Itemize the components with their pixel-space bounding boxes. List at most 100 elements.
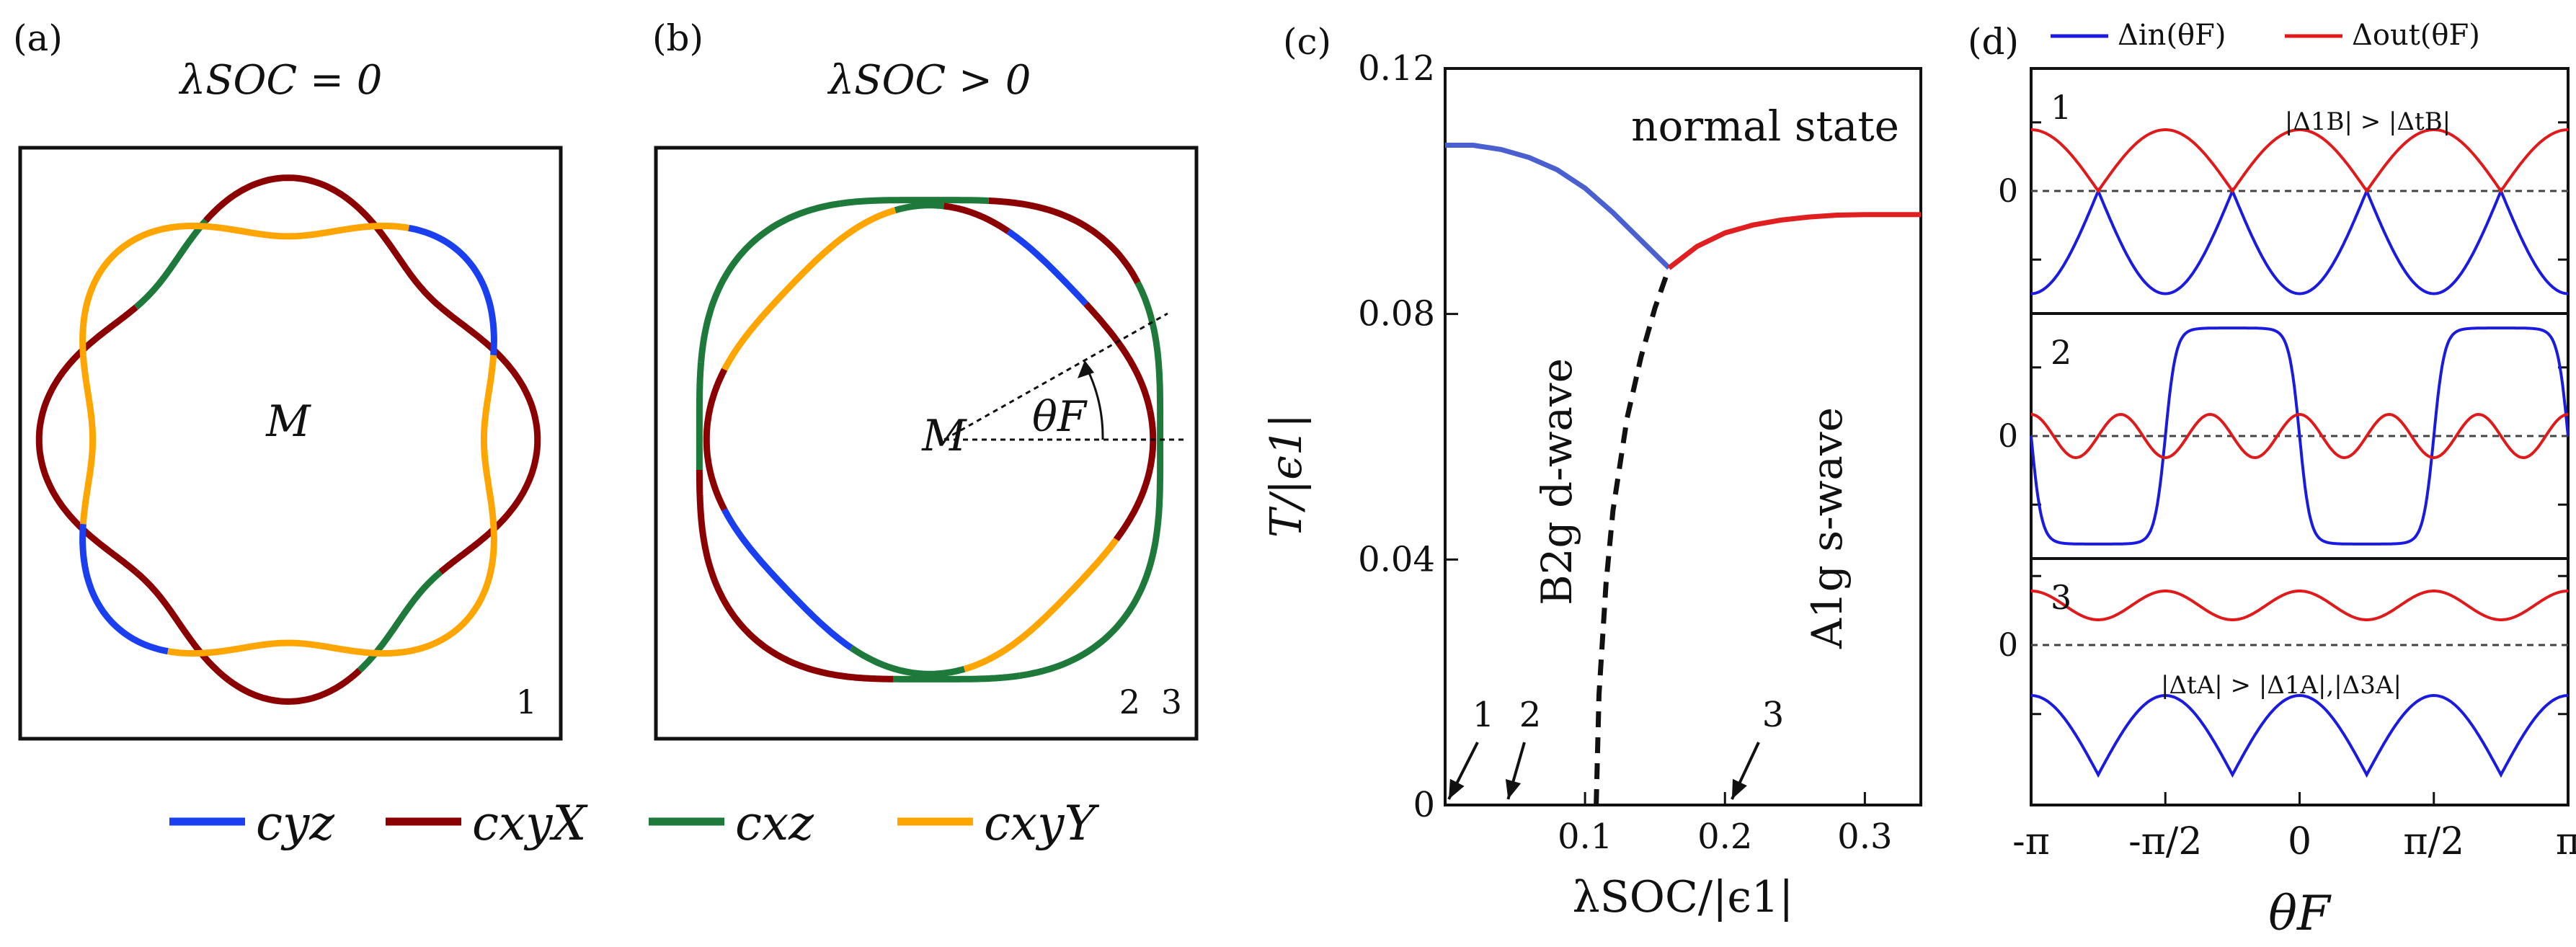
band-y-segment-0 — [480, 355, 497, 440]
legend-label-cyz: cyz — [256, 796, 335, 851]
outer-band-segment-7 — [893, 672, 1021, 683]
subplot-2-zero: 0 — [1998, 418, 2018, 455]
subplot-2-label: 2 — [2051, 333, 2071, 372]
c-marker-label-2: 3 — [1762, 695, 1785, 735]
band-x-segment-6 — [133, 569, 232, 684]
c-xtick-label-2: 0.3 — [1837, 817, 1892, 857]
panel-c-label: (c) — [1283, 21, 1331, 63]
panel-d-label: (d) — [1968, 21, 2019, 63]
panel-d-plots — [2030, 121, 2570, 778]
theta-label: θF — [1032, 392, 1088, 441]
swave-label: A1g s-wave — [1803, 407, 1852, 649]
d-xtick-label-3: π/2 — [2403, 820, 2464, 863]
outer-band-segment-5 — [696, 470, 749, 633]
d-in-2 — [2030, 326, 2570, 546]
subplot-1-label: 1 — [2051, 88, 2071, 127]
panel-a-label: (a) — [13, 17, 63, 59]
band-x-segment-1 — [345, 195, 443, 310]
legend-label-in: Δin(θF) — [2118, 19, 2226, 52]
d-out-2 — [2030, 412, 2569, 460]
c-marker-label-1: 2 — [1519, 695, 1542, 735]
band-x-segment-3 — [133, 218, 208, 310]
c-series-2 — [1594, 267, 1671, 806]
legend-label-cxz: cxz — [735, 796, 814, 851]
inner-band-segment-1 — [1083, 301, 1153, 412]
d-xtick-label-2: 0 — [2288, 820, 2311, 863]
legend-label-cxyX: cxyX — [472, 796, 588, 851]
panel-a-fermi-surface — [35, 174, 541, 705]
band-y-segment-2 — [221, 222, 409, 240]
band-y-segment-6 — [79, 523, 169, 655]
band-x-segment-7 — [227, 667, 363, 705]
subplot-1-zero: 0 — [1998, 173, 2018, 210]
panel-a: (a) λSOC = 0 M 1 — [13, 17, 563, 741]
band-x-segment-0 — [438, 304, 541, 440]
d-out-1 — [2031, 128, 2568, 194]
panel-c: (c) 0.1 0.2 0.300.040.080.12 normal state … — [1261, 21, 1922, 922]
d-xtick-label-4: π — [2556, 820, 2576, 863]
d-in-1 — [2030, 187, 2569, 295]
inner-band-segment-2 — [1006, 228, 1088, 306]
band-x-segment-4 — [35, 304, 138, 440]
d-xtick-label-0: -π — [2012, 820, 2050, 863]
panel-b: (b) λSOC > 0 M θF 3 2 — [652, 17, 1199, 741]
outer-band-segment-6 — [743, 628, 894, 683]
subplot-3-label: 3 — [2051, 578, 2071, 617]
inner-band-segment-3 — [943, 203, 1011, 234]
c-series-0 — [1445, 143, 1671, 270]
inner-band-segment-7 — [721, 508, 853, 651]
panel-b-title: λSOC > 0 — [827, 57, 1031, 104]
outer-band-segment-1 — [988, 197, 1141, 285]
band-y-segment-3 — [79, 222, 223, 356]
legend-label-out: Δout(θF) — [2352, 19, 2480, 52]
band-x-segment-9 — [438, 440, 541, 575]
panel-c-ticks: 0.1 0.2 0.3 0 0.04 0.08 0.12 — [1358, 48, 1892, 857]
inner-band-segment-8 — [849, 645, 966, 677]
subplot-1-note: |Δ1B| > |ΔtB| — [2285, 107, 2451, 136]
band-x-segment-5 — [35, 440, 138, 575]
panel-a-title: λSOC = 0 — [179, 57, 383, 104]
panel-a-m-label: M — [265, 396, 311, 447]
c-marker-arrowhead-2 — [1731, 778, 1747, 799]
inner-band-segment-9 — [963, 537, 1119, 672]
angle-arc — [1083, 363, 1104, 440]
c-series-1 — [1667, 212, 1921, 270]
subplot-3-zero: 0 — [1998, 627, 2018, 664]
outer-band-segment-8 — [1019, 470, 1164, 679]
d-xtick-label-1: -π/2 — [2128, 820, 2202, 863]
panel-b-frame — [654, 146, 1199, 741]
panel-d-xlabel: θF — [2268, 886, 2332, 941]
c-ytick-label-3: 0.12 — [1358, 48, 1435, 89]
band-y-segment-1 — [408, 224, 497, 356]
panel-a-frame — [18, 146, 563, 741]
orbital-legend: cyz cxyX cxz cxyY — [169, 796, 1099, 851]
c-xtick-label-0: 0.1 — [1558, 817, 1612, 857]
outer-band-segment-3 — [698, 200, 840, 363]
panel-c-curves — [1445, 143, 1921, 806]
band-y-segment-5 — [79, 440, 97, 525]
panel-d: (d) Δin(θF) Δout(θF) 1 2 3 |Δ1B| > |ΔtB|… — [1968, 19, 2576, 941]
panel-b-corner-label-3: 3 — [1161, 683, 1182, 721]
panel-b-label: (b) — [652, 17, 703, 59]
outer-band-segment-2 — [839, 197, 989, 207]
outer-band-segment-4 — [696, 362, 705, 470]
panel-c-frame — [1444, 67, 1922, 806]
band-y-segment-7 — [167, 639, 355, 657]
c-marker-arrowhead-1 — [1505, 779, 1522, 799]
dwave-label: B2g d-wave — [1532, 358, 1581, 605]
inner-band-segment-6 — [703, 368, 728, 512]
panel-b-m-label: M — [921, 411, 967, 461]
c-ytick-label-0: 0 — [1413, 785, 1435, 825]
band-x-segment-2 — [203, 174, 350, 223]
panel-c-xlabel: λSOC/|ϵ1| — [1573, 872, 1794, 922]
subplot-3-note: |ΔtA| > |Δ1A|,|Δ3A| — [2161, 671, 2402, 700]
inner-band-segment-10 — [1114, 468, 1153, 541]
legend-label-cxyY: cxyY — [984, 796, 1099, 851]
normal-state-label: normal state — [1631, 102, 1899, 151]
d-out-3 — [2031, 590, 2568, 621]
band-y-segment-4 — [79, 355, 97, 440]
d-in-3 — [2030, 693, 2569, 778]
inner-band-segment-5 — [721, 207, 897, 371]
panel-d-xticks: -π -π/2 0 π/2 π — [2012, 792, 2576, 863]
